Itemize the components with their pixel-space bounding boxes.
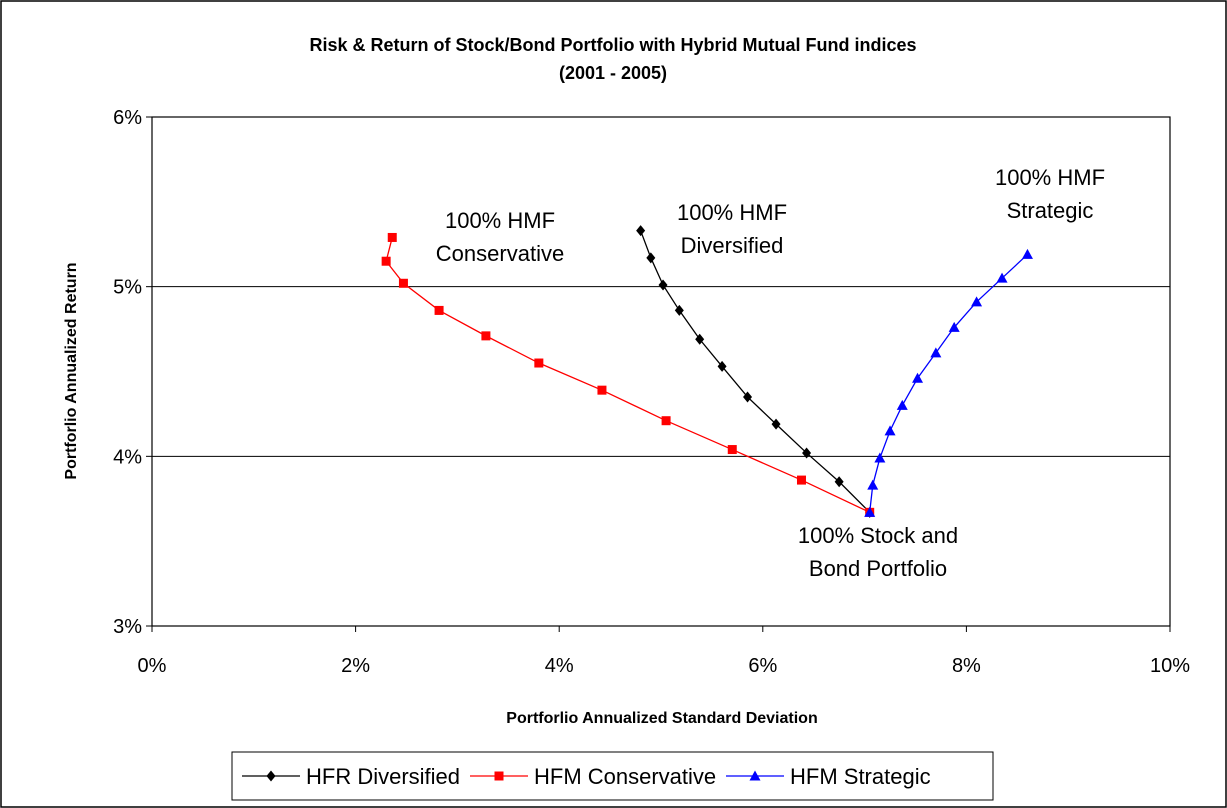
- data-point: [646, 252, 656, 264]
- data-point: [481, 331, 491, 341]
- data-point: [636, 225, 646, 237]
- annotation: Bond Portfolio: [809, 556, 947, 581]
- x-tick-label: 2%: [341, 655, 370, 677]
- data-point: [796, 475, 806, 485]
- y-tick-label: 4%: [113, 446, 142, 468]
- data-point: [534, 358, 544, 368]
- legend-box: [231, 751, 994, 801]
- annotation: Strategic: [1007, 198, 1094, 223]
- data-point: [930, 347, 942, 358]
- plot-area: [152, 117, 1170, 626]
- data-point: [802, 447, 812, 459]
- y-tick-label: 6%: [113, 107, 142, 129]
- chart-title: Risk & Return of Stock/Bond Portfolio wi…: [310, 35, 917, 55]
- annotation: Diversified: [681, 233, 784, 258]
- legend-label: HFM Conservative: [534, 764, 716, 789]
- x-tick-label: 6%: [748, 655, 777, 677]
- data-point: [912, 372, 924, 383]
- legend-marker: [749, 770, 761, 781]
- data-point: [771, 418, 781, 430]
- legend-marker: [266, 770, 276, 782]
- data-point: [867, 479, 879, 490]
- data-point: [387, 232, 397, 242]
- annotation: Conservative: [436, 241, 564, 266]
- data-point: [896, 399, 908, 410]
- x-tick-label: 10%: [1150, 655, 1190, 677]
- legend-marker: [494, 771, 504, 781]
- data-point: [874, 452, 886, 463]
- data-point: [727, 445, 737, 455]
- y-axis-title: Portforlio Annualized Return: [63, 262, 80, 479]
- data-point: [948, 321, 960, 332]
- data-point: [884, 425, 896, 436]
- x-tick-label: 8%: [952, 655, 981, 677]
- data-point: [434, 305, 444, 315]
- data-point: [661, 416, 671, 426]
- x-tick-label: 0%: [138, 655, 167, 677]
- data-point: [996, 272, 1008, 283]
- data-point: [597, 385, 607, 395]
- data-point: [1021, 248, 1033, 259]
- data-point: [717, 360, 727, 372]
- x-axis-title: Portforlio Annualized Standard Deviation: [506, 710, 817, 727]
- data-point: [658, 279, 668, 291]
- annotation: 100% HMF: [677, 200, 787, 225]
- y-tick-label: 5%: [113, 277, 142, 299]
- data-point: [398, 278, 408, 288]
- legend-label: HFM Strategic: [790, 764, 931, 789]
- chart-subtitle: (2001 - 2005): [559, 63, 667, 83]
- data-point: [381, 256, 391, 266]
- data-point: [674, 304, 684, 316]
- data-point: [695, 333, 705, 345]
- x-tick-label: 4%: [545, 655, 574, 677]
- y-tick-label: 3%: [113, 616, 142, 638]
- annotation: 100% HMF: [445, 208, 555, 233]
- plot-border: [151, 116, 1171, 627]
- annotation: 100% Stock and: [798, 523, 958, 548]
- annotation: 100% HMF: [995, 165, 1105, 190]
- data-point: [971, 296, 983, 307]
- legend-label: HFR Diversified: [306, 764, 460, 789]
- data-point: [864, 506, 876, 517]
- data-point: [743, 391, 753, 403]
- data-point: [834, 476, 844, 488]
